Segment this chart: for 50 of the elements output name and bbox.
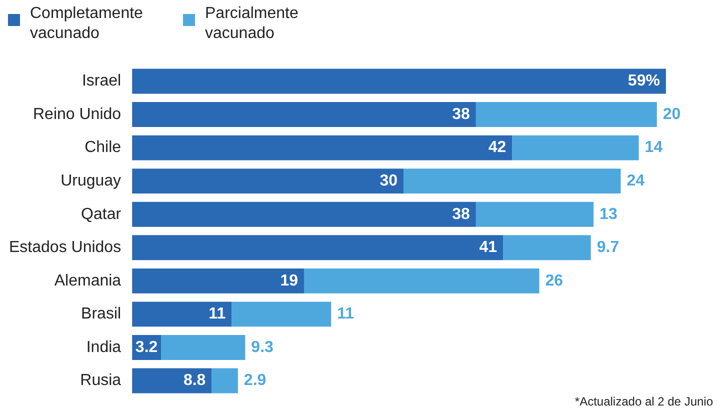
data-label: 24 bbox=[626, 172, 645, 190]
y-tick-label: Estados Unidos bbox=[9, 239, 122, 256]
y-tick-label: Reino Unido bbox=[33, 106, 122, 123]
bar bbox=[132, 302, 232, 327]
bar bbox=[212, 368, 238, 394]
bar bbox=[132, 102, 476, 127]
data-label: 14 bbox=[644, 139, 663, 156]
data-label: 30 bbox=[380, 172, 398, 190]
bar bbox=[132, 235, 504, 260]
y-tick-label: Brasil bbox=[81, 306, 122, 323]
data-label: 13 bbox=[600, 206, 618, 223]
data-label: 20 bbox=[662, 106, 681, 123]
y-tick-label: Qatar bbox=[81, 206, 122, 223]
bar bbox=[132, 168, 404, 194]
y-tick-label: Chile bbox=[84, 139, 122, 156]
y-tick-label: Israel bbox=[82, 72, 122, 90]
data-label: 26 bbox=[545, 272, 564, 290]
bar bbox=[503, 235, 591, 260]
data-label: 38 bbox=[452, 206, 470, 223]
y-tick-label: Uruguay bbox=[60, 172, 122, 190]
bar bbox=[132, 268, 304, 294]
y-tick-label: Rusia bbox=[80, 372, 122, 390]
bar bbox=[232, 302, 332, 327]
data-label: 9.7 bbox=[596, 239, 620, 256]
data-label: 11 bbox=[337, 306, 354, 323]
data-label: 3.2 bbox=[135, 338, 158, 356]
data-label: 42 bbox=[488, 139, 506, 156]
bar bbox=[476, 102, 657, 127]
bar bbox=[304, 268, 540, 294]
bar bbox=[132, 135, 512, 160]
bar bbox=[132, 368, 212, 394]
bar bbox=[132, 68, 666, 94]
data-label: 19 bbox=[280, 272, 298, 290]
bar bbox=[161, 335, 246, 360]
annotation: *Actualizado al 2 de Junio bbox=[574, 394, 714, 408]
bar bbox=[132, 202, 476, 227]
bar bbox=[476, 202, 594, 227]
y-tick-label: Alemania bbox=[54, 272, 122, 290]
data-label: 8.8 bbox=[183, 372, 206, 390]
data-label: 38 bbox=[452, 106, 470, 123]
legend-label: Completamente vacunado bbox=[30, 4, 144, 44]
data-label: 11 bbox=[208, 306, 226, 323]
bar bbox=[404, 168, 621, 194]
data-label: 41 bbox=[479, 239, 498, 256]
data-label: 2.9 bbox=[244, 372, 266, 390]
legend-label: Parcialmente vacunado bbox=[205, 4, 300, 44]
data-label: 59% bbox=[628, 72, 660, 90]
bar bbox=[512, 135, 639, 160]
y-tick-label: India bbox=[86, 338, 122, 356]
data-label: 9.3 bbox=[251, 338, 274, 356]
